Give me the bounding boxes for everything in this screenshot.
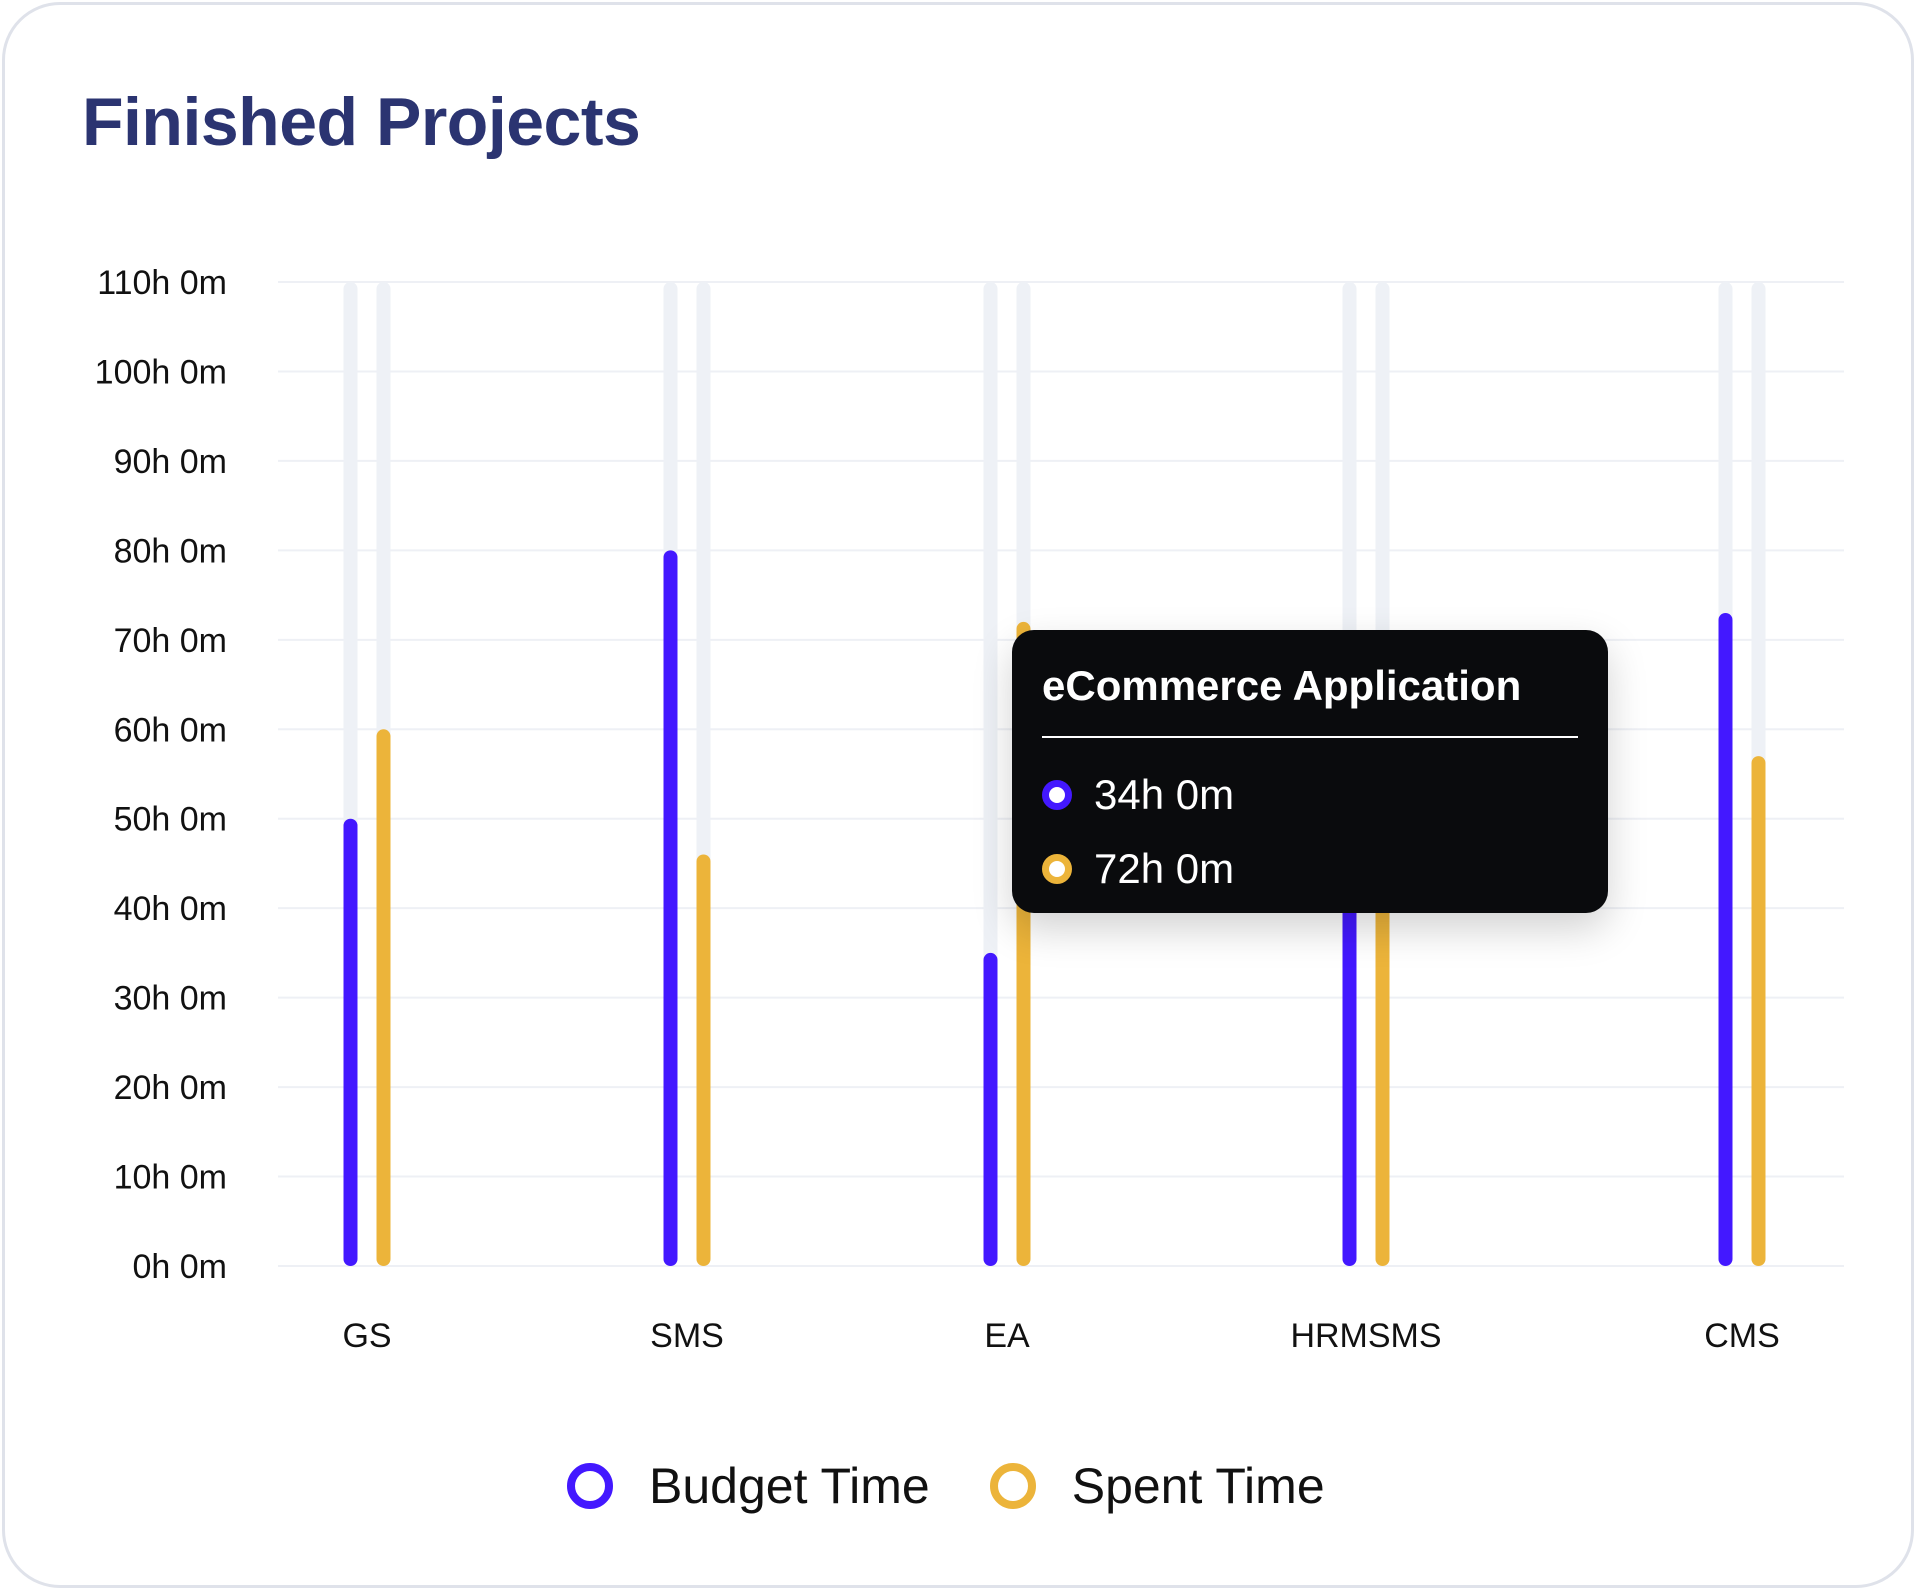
x-category-label: SMS [650, 1317, 724, 1355]
spent-time-bar[interactable] [696, 854, 711, 1266]
y-tick-label: 10h 0m [114, 1159, 227, 1197]
budget-time-circle-icon [567, 1463, 613, 1509]
budget-time-bar[interactable] [343, 818, 358, 1266]
budget-time-bar[interactable] [983, 952, 998, 1266]
chart-tooltip: eCommerce Application 34h 0m 72h 0m [1012, 630, 1608, 913]
tooltip-row-budget: 34h 0m [1042, 758, 1578, 832]
bar-group[interactable] [1718, 282, 1766, 1266]
spent-time-bar[interactable] [1751, 756, 1766, 1266]
tooltip-spent-value: 72h 0m [1094, 845, 1235, 892]
bar-group[interactable] [343, 282, 391, 1266]
y-tick-label: 80h 0m [114, 532, 227, 570]
x-axis-labels: GS SMS EA HRMSMS CMS [342, 1317, 1779, 1355]
card-title: Finished Projects [82, 84, 641, 160]
x-category-label: EA [984, 1317, 1030, 1355]
y-tick-label: 20h 0m [114, 1069, 227, 1107]
y-tick-label: 0h 0m [133, 1248, 228, 1286]
spent-time-bar[interactable] [1375, 863, 1390, 1266]
spent-time-circle-icon [989, 1463, 1036, 1509]
tooltip-budget-value: 34h 0m [1094, 771, 1235, 818]
chart-legend: Budget Time Spent Time [567, 1457, 1385, 1515]
y-tick-label: 60h 0m [114, 711, 227, 749]
spent-time-bar[interactable] [376, 729, 391, 1266]
y-tick-label: 110h 0m [97, 264, 227, 302]
legend-label: Spent Time [1071, 1458, 1325, 1514]
x-category-label: HRMSMS [1290, 1317, 1441, 1355]
tooltip-title: eCommerce Application [1042, 662, 1522, 709]
y-tick-label: 30h 0m [114, 980, 227, 1018]
budget-time-bar[interactable] [663, 550, 678, 1266]
budget-dot-icon [1042, 780, 1072, 810]
budget-time-bar[interactable] [1718, 612, 1733, 1266]
budget-time-bar[interactable] [1342, 863, 1357, 1266]
x-category-label: GS [342, 1317, 391, 1355]
y-tick-label: 100h 0m [95, 353, 227, 391]
spent-dot-icon [1042, 854, 1072, 884]
y-tick-label: 70h 0m [114, 622, 227, 660]
y-axis-ticks: 0h 0m 10h 0m 20h 0m 30h 0m 40h 0m 50h 0m 60h 0… [95, 264, 227, 1286]
bar-groups [343, 282, 1766, 1266]
y-tick-label: 50h 0m [114, 801, 227, 839]
x-category-label: CMS [1704, 1317, 1780, 1355]
tooltip-row-spent: 72h 0m [1042, 832, 1578, 906]
bar-group[interactable] [983, 282, 1031, 1266]
y-tick-label: 90h 0m [114, 443, 227, 481]
tooltip-divider [1042, 736, 1578, 738]
bar-group[interactable] [663, 282, 711, 1266]
legend-label: Budget Time [649, 1458, 930, 1514]
legend-item-budget-time[interactable]: Budget Time [567, 1457, 930, 1515]
y-tick-label: 40h 0m [114, 890, 227, 928]
legend-item-spent-time[interactable]: Spent Time [989, 1457, 1325, 1515]
